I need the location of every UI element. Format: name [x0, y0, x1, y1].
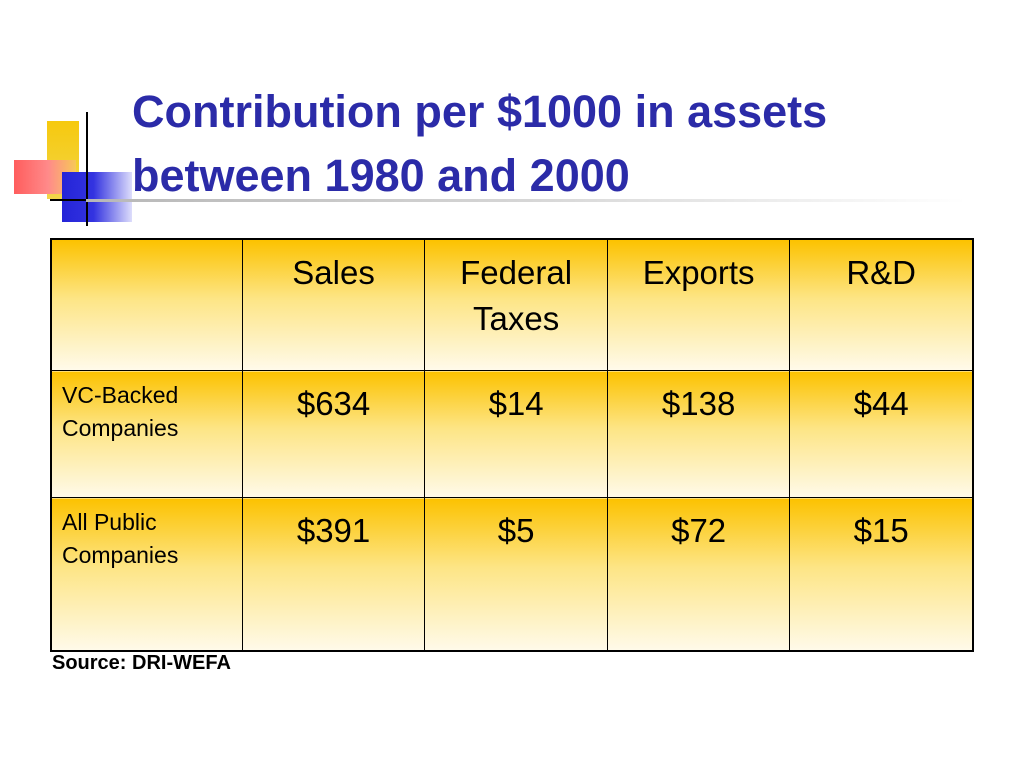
- header-sales: Sales: [241, 238, 426, 371]
- title-underline: [86, 199, 966, 202]
- source-note: Source: DRI-WEFA: [52, 652, 231, 674]
- cell-public-federal-taxes: $5: [424, 497, 608, 652]
- table-header-row: Sales Federal Taxes Exports R&D: [50, 238, 974, 371]
- slide-title-line-2: between 1980 and 2000: [132, 150, 630, 201]
- cell-public-exports: $72: [606, 497, 791, 652]
- row-label-vc-backed: VC-Backed Companies: [50, 370, 243, 498]
- slide-title-line-1: Contribution per $1000 in assets: [132, 86, 828, 137]
- header-exports: Exports: [606, 238, 791, 371]
- header-sales-label: Sales: [292, 254, 375, 291]
- table-row: VC-Backed Companies $634 $14 $138 $44: [50, 370, 974, 498]
- row-label-line-1: VC-Backed: [62, 382, 179, 408]
- row-label-line-2: Companies: [62, 415, 179, 441]
- logo-horizontal-line: [50, 199, 120, 201]
- table-row: All Public Companies $391 $5 $72 $15: [50, 497, 974, 652]
- cell-vc-exports: $138: [606, 370, 791, 498]
- header-federal-label-line-1: Federal: [460, 254, 573, 291]
- header-rd: R&D: [789, 238, 974, 371]
- logo-blue-square: [62, 172, 132, 222]
- cell-public-rd: $15: [789, 497, 974, 652]
- cell-vc-rd: $44: [789, 370, 974, 498]
- table-corner-cell: [50, 238, 243, 371]
- row-label-line-1: All Public: [62, 509, 157, 535]
- cell-vc-federal-taxes: $14: [424, 370, 608, 498]
- header-rd-label: R&D: [846, 254, 917, 291]
- cell-public-sales: $391: [241, 497, 426, 652]
- logo-vertical-line: [86, 112, 88, 226]
- header-exports-label: Exports: [642, 254, 755, 291]
- contribution-table: Sales Federal Taxes Exports R&D VC-Backe…: [50, 238, 974, 652]
- header-federal-taxes: Federal Taxes: [424, 238, 608, 371]
- slide-title: Contribution per $1000 in assets between…: [132, 80, 1002, 208]
- slide-logo-decoration: [0, 0, 140, 240]
- cell-vc-sales: $634: [241, 370, 426, 498]
- header-federal-label-line-2: Taxes: [472, 300, 560, 337]
- row-label-line-2: Companies: [62, 542, 179, 568]
- row-label-all-public: All Public Companies: [50, 497, 243, 652]
